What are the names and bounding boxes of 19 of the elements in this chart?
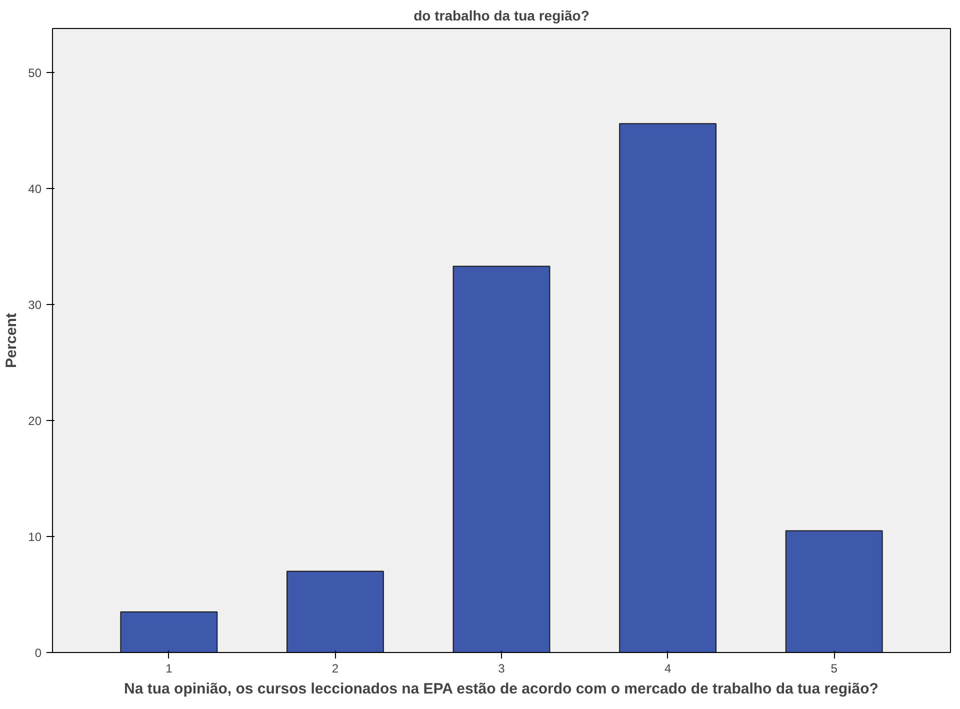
bar — [785, 530, 883, 652]
x-tick-label: 4 — [664, 662, 672, 676]
y-tick-label: 0 — [34, 646, 42, 660]
bar — [452, 266, 550, 652]
bar — [619, 123, 717, 652]
y-tick-label: 10 — [28, 530, 42, 544]
x-tick-label: 3 — [498, 662, 506, 676]
y-tick-label: 20 — [28, 414, 42, 428]
y-tick-label: 30 — [28, 298, 42, 312]
y-axis-title: Percent — [3, 312, 20, 368]
bar — [120, 611, 218, 652]
x-tick-label: 1 — [166, 662, 173, 676]
y-tick-label: 50 — [28, 66, 42, 80]
x-tick-label: 2 — [332, 662, 339, 676]
bar — [286, 570, 384, 652]
x-tick-label: 5 — [830, 662, 838, 676]
x-axis-title: Na tua opinião, os cursos leccionados na EPA estão de acordo com o mercado de trabalho da tua região? — [124, 680, 878, 698]
y-tick-label: 40 — [28, 182, 42, 196]
chart-title: do trabalho da tua região? — [414, 8, 590, 24]
